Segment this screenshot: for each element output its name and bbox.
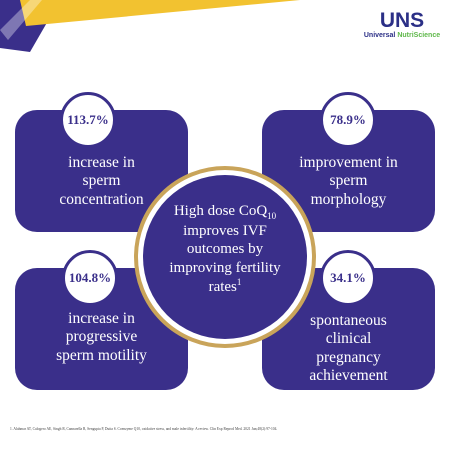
stat-label-line: sperm motility [56,346,147,364]
stat-label-line: sperm [82,172,121,190]
stat-label-line: morphology [310,190,387,208]
stat-label: improvement in sperm morphology [270,154,427,209]
corner-highlight [0,0,42,40]
stat-label-line: clinical [325,330,372,348]
headline-line: improving fertility [169,259,281,276]
corner-decoration [0,0,300,52]
stat-label-line: concentration [59,190,144,208]
center-circle [143,175,307,339]
uns-logo-mark: UNS [380,9,424,30]
stat-badge-pregnancy: 34.1% [320,250,376,306]
center-headline: High dose CoQ10 improves IVF outcomes by… [148,202,302,296]
brand-name: Universal NutriScience [362,32,442,39]
headline-line: High dose CoQ10 [148,202,302,222]
reference-footnote: 1. Alahmar AT, Calogero AE, Singh R, Can… [10,427,278,431]
stat-label: increase in progressive sperm motility [23,310,180,365]
headline-line: improves IVF [183,222,267,239]
brand-name-part1: Universal [363,32,398,39]
stat-label-line: increase in [68,154,135,171]
stat-badge-morphology: 78.9% [320,92,376,148]
headline-line: outcomes by [186,241,264,258]
stat-label-line: achievement [309,366,388,384]
headline-line: rates1 [148,277,302,296]
stat-badge-concentration: 113.7% [60,92,116,148]
stat-label: increase in sperm concentration [23,154,180,209]
stat-label-line: progressive [65,328,138,346]
brand-logo: UNS Universal NutriScience [362,8,442,44]
stat-label-line: pregnancy [316,348,381,366]
headline-text: High dose CoQ [173,203,268,219]
stat-label-line: spontaneous [310,312,387,329]
stat-label-line: improvement in [299,154,398,171]
footnote-marker: 1 [236,276,242,287]
logo-mark-text: UNS [380,9,424,30]
headline-text: rates [208,278,237,295]
stat-label: spontaneous clinical pregnancy achieveme… [270,312,427,385]
brand-name-part2: NutriScience [397,32,441,39]
stat-badge-motility: 104.8% [62,250,118,306]
stat-label-line: increase in [68,310,135,327]
corner-gold-shape [20,0,300,26]
stat-label-line: sperm [329,172,368,190]
headline-subscript: 10 [267,211,277,221]
